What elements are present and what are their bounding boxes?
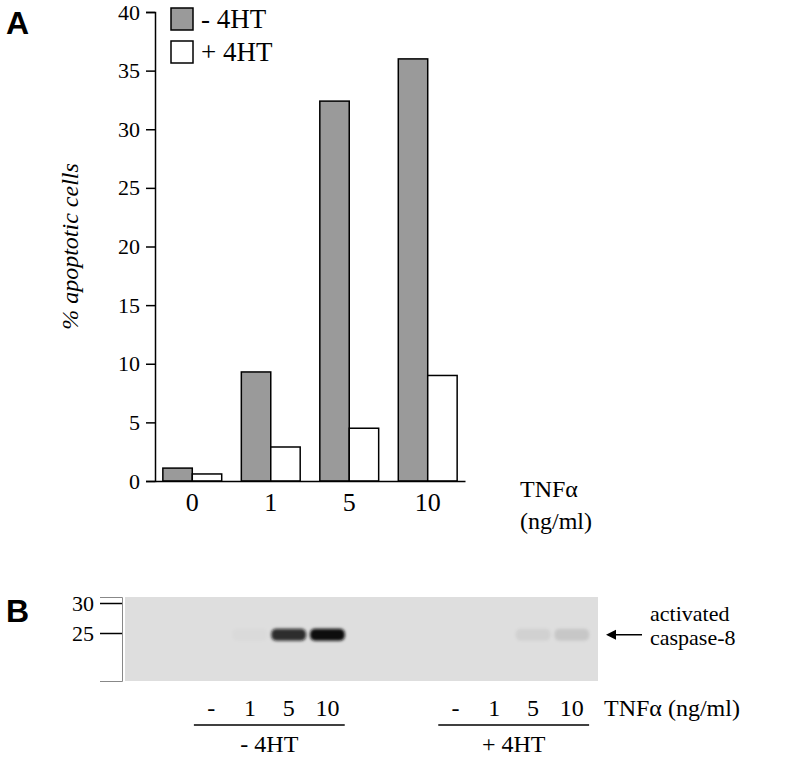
x-axis-title: TNFα [520, 476, 578, 502]
bars [163, 59, 457, 481]
legend-swatch [171, 41, 193, 63]
y-tick-label: 10 [118, 351, 140, 376]
x-tick: 0 [186, 488, 199, 517]
y-tick-label: 40 [118, 0, 140, 25]
y-tick: 25 [118, 175, 155, 200]
x-axis: 0 1 5 10 [156, 482, 466, 518]
bar [241, 372, 270, 481]
bar [320, 101, 349, 481]
y-tick-label: 15 [118, 293, 140, 318]
y-tick-mark [146, 422, 155, 424]
figure: A051015202530354001510% apoptotic cellsT… [0, 0, 800, 761]
y-tick: 15 [118, 293, 155, 318]
x-tick: 1 [264, 488, 277, 517]
mw-tick-mark [100, 603, 122, 605]
y-tick: 5 [129, 410, 155, 435]
y-tick-mark [146, 12, 155, 14]
annotation: caspase-8 [650, 625, 736, 650]
y-axis: 0 5 10 15 20 25 30 35 40 [118, 0, 156, 494]
band [554, 629, 589, 641]
x-tick: 10 [415, 488, 441, 517]
legend: - 4HT+ 4HT [171, 4, 273, 67]
y-tick-label: 20 [118, 234, 140, 259]
lane-label: 10 [315, 695, 339, 721]
mw-tick-label: 30 [72, 591, 94, 616]
x-tick-label: 0 [186, 488, 199, 517]
lane-label: 1 [244, 695, 256, 721]
mw-tick-mark [100, 633, 122, 635]
y-tick: 0 [129, 469, 155, 494]
y-tick: 20 [118, 234, 155, 259]
x-tick-label: 1 [264, 488, 277, 517]
y-tick-mark [146, 129, 155, 131]
x-axis-line [156, 481, 466, 483]
y-tick: 30 [118, 117, 155, 142]
y-tick-label: 30 [118, 117, 140, 142]
panel-title: A [6, 5, 29, 41]
y-tick-mark [146, 481, 155, 483]
gel [125, 597, 598, 681]
band [194, 629, 229, 641]
bar [428, 375, 457, 481]
bar [271, 447, 300, 481]
y-tick-label: 0 [129, 469, 140, 494]
y-tick-label: 35 [118, 58, 140, 83]
band [310, 629, 345, 641]
annotation-arrowhead [606, 630, 616, 640]
x-tick-label: 5 [343, 488, 356, 517]
y-axis-title: % apoptotic cells [57, 163, 83, 330]
legend-label: - 4HT [201, 4, 267, 34]
mw-tick: 30 [72, 591, 122, 616]
y-tick-mark [146, 70, 155, 72]
y-tick-label: 5 [129, 410, 140, 435]
lane-label: - [452, 695, 460, 721]
group-underline [194, 724, 345, 726]
bar [398, 59, 427, 481]
mw-tick-label: 25 [72, 621, 94, 646]
lane-label: 5 [527, 695, 539, 721]
y-tick-label: 25 [118, 175, 140, 200]
lane-label: 1 [488, 695, 500, 721]
band [233, 629, 268, 641]
band [477, 629, 512, 641]
x-axis-title: (ng/ml) [520, 508, 592, 534]
y-axis-line [146, 13, 156, 482]
x-tick: 5 [343, 488, 356, 517]
bar [192, 474, 221, 481]
mw-axis: 3025 [72, 591, 123, 682]
lane-label: 5 [283, 695, 295, 721]
bar [163, 468, 192, 481]
group-underline [438, 724, 589, 726]
band [516, 629, 551, 641]
y-tick-mark [146, 305, 155, 307]
group-label: + 4HT [482, 731, 546, 757]
band [271, 629, 306, 641]
x-tick-label: 10 [415, 488, 441, 517]
bands [194, 629, 589, 641]
x-axis-title: TNFα (ng/ml) [604, 695, 740, 721]
y-tick-mark [146, 364, 155, 366]
mw-tick: 25 [72, 621, 122, 646]
lane-label: 10 [560, 695, 584, 721]
legend-swatch [171, 8, 193, 30]
y-tick-mark [146, 188, 155, 190]
lane-label: - [207, 695, 215, 721]
legend-label: + 4HT [201, 37, 273, 67]
panel-title: B [6, 593, 29, 629]
bar [349, 428, 378, 481]
band [438, 629, 473, 641]
annotation: activated [650, 601, 729, 626]
mw-axis-line [100, 598, 123, 682]
y-tick: 10 [118, 351, 155, 376]
y-tick: 40 [118, 0, 155, 25]
y-tick-mark [146, 246, 155, 248]
y-tick: 35 [118, 58, 155, 83]
group-label: - 4HT [240, 731, 298, 757]
